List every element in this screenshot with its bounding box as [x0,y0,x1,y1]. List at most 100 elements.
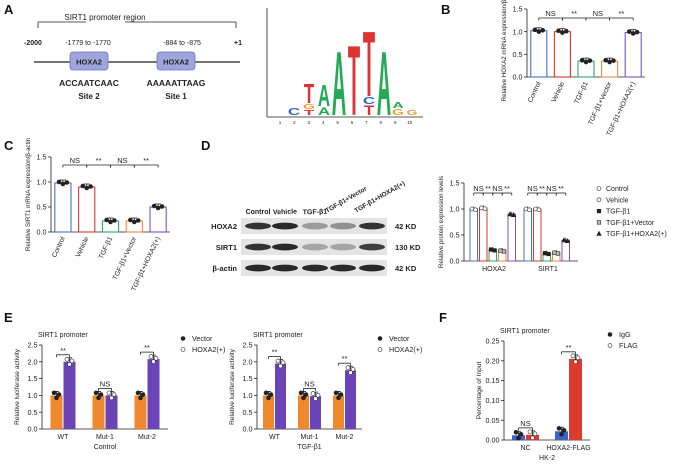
chart-f-point [573,359,578,365]
logo-position-label: 1 [279,120,282,125]
chart-d-point [498,248,503,253]
chart-e1-sig-label: ** [60,346,66,355]
blot-band [272,222,298,230]
chart-c-point [88,184,93,189]
chart-e1-legend-label: HOXA2(+) [192,345,225,354]
chart-c-point [64,180,70,185]
chart-c-y-label: Relative SIRT1 mRNA expression/β-actin [25,137,32,251]
hoxa2-box-label: HOXA2 [76,58,102,67]
chart-d-sig-label: ** [504,184,510,193]
chart-f-point [530,435,535,441]
blot-strip [241,239,387,255]
chart-d-category-label: SIRT1 [538,266,558,273]
chart-b-point [587,58,593,63]
chart-c-point [104,217,109,223]
chart-e2-category-label: WT [269,434,281,441]
chart-b-point [583,59,589,65]
chart-b-bar [553,31,571,78]
chart-f-ytick-label: 0.00 [486,436,500,445]
chart-e1-legend-marker [180,336,186,341]
chart-e1-point [153,355,159,361]
chart-c-sig-label: ** [96,156,102,165]
chart-d-point [507,211,513,217]
chart-e1-y-label: Relative luciferase activity [14,348,21,425]
chart-d-point [473,207,478,213]
chart-d-ytick-label: 0.0 [450,257,460,266]
legend-d-label: TGF-β1+HOXA2(+) [606,231,667,238]
chart-e2-point [315,392,321,398]
logo-position-label: 2 [293,120,296,125]
chart-c-point [60,181,66,187]
chart-c-category-label: TGF-β1 [98,236,114,260]
chart-e2-ytick-label: 2.0 [243,357,253,366]
chart-d-sig-label: ** [539,184,545,193]
chart-e2-ytick-label: 0.0 [243,425,253,434]
promoter-title: SIRT1 promoter region [64,13,145,22]
chart-e1-point [56,392,62,397]
chart-b-bar [530,30,548,78]
chart-e2-point [348,370,353,376]
site2-range: -1779 to -1770 [65,40,111,47]
chart-b-category-label: TGF-β1 [574,81,590,105]
chart-d-sig-label: NS [473,184,483,193]
chart-c-point [56,179,62,185]
chart-b-point [607,59,612,65]
chart-e2-ytick-label: 0.5 [243,408,253,417]
chart-c-point [80,183,86,189]
logo-letter-a: A [318,80,330,113]
logo-letter-a: A [377,32,391,134]
chart-c-sig-label: NS [117,156,127,165]
chart-c-ytick-label: 1.0 [37,178,47,187]
chart-e2-point [303,392,309,397]
chart-f-point [556,426,562,431]
chart-d-point [542,251,548,256]
chart-e1-ytick-label: 1.5 [28,374,38,383]
legend-d-marker [596,186,602,191]
chart-d-bar [469,208,478,262]
chart-e1-bar [92,395,105,429]
chart-b-bar [624,32,642,78]
chart-e1-ytick-label: 2.5 [28,341,38,350]
chart-e1-point [51,390,57,396]
blot-kd-label: 130 KD [395,243,421,252]
chart-d-point [510,212,517,217]
logo-letter-c: C [288,107,300,118]
hoxa2-box-label: HOXA2 [163,58,189,67]
chart-e2-ytick-label: 1.0 [243,391,253,400]
chart-e2-point [333,390,339,396]
chart-b-y-label: Relative HOXA2 mRNA expression/β-actin [501,0,508,101]
chart-c-point [135,218,141,223]
blot-band [245,264,271,272]
chart-e1-ytick-label: 1.0 [28,391,38,400]
chart-c-sig-label: NS [70,156,80,165]
chart-e1-point [54,395,59,401]
legend-d-marker [596,220,602,225]
chart-b-point [560,30,565,35]
chart-e1-point [151,359,156,364]
chart-d-y-label: Relative protein expression levels [438,176,445,268]
chart-b-point [634,29,640,35]
chart-e2-sig-label: ** [272,347,278,356]
chart-b-point [611,58,616,63]
chart-b-point [563,28,569,34]
hoxa2-box-site1 [156,51,196,71]
chart-c-category-label: Control [51,235,67,258]
legend-d-marker [596,209,602,214]
chart-e1-legend-marker [180,347,186,352]
chart-e2-point [301,395,306,401]
chart-f-sig-label: ** [566,343,572,352]
chart-c-point [84,185,89,191]
chart-b-ytick-label: 1.5 [513,5,523,14]
chart-e1-ytick-label: 0.5 [28,408,38,417]
chart-f-point [527,429,533,435]
logo-position-label: 8 [380,120,383,125]
panel-label-B: B [441,2,450,17]
chart-e1-point [140,392,146,397]
chart-e1-point [106,390,112,396]
blot-band [245,222,271,230]
panel-label-A: A [4,2,14,17]
logo-letter-t: T [363,13,375,117]
chart-f-ytick-label: 0.05 [486,416,500,425]
chart-d-sig-label: NS [527,184,537,193]
legend-d-marker [596,230,602,236]
